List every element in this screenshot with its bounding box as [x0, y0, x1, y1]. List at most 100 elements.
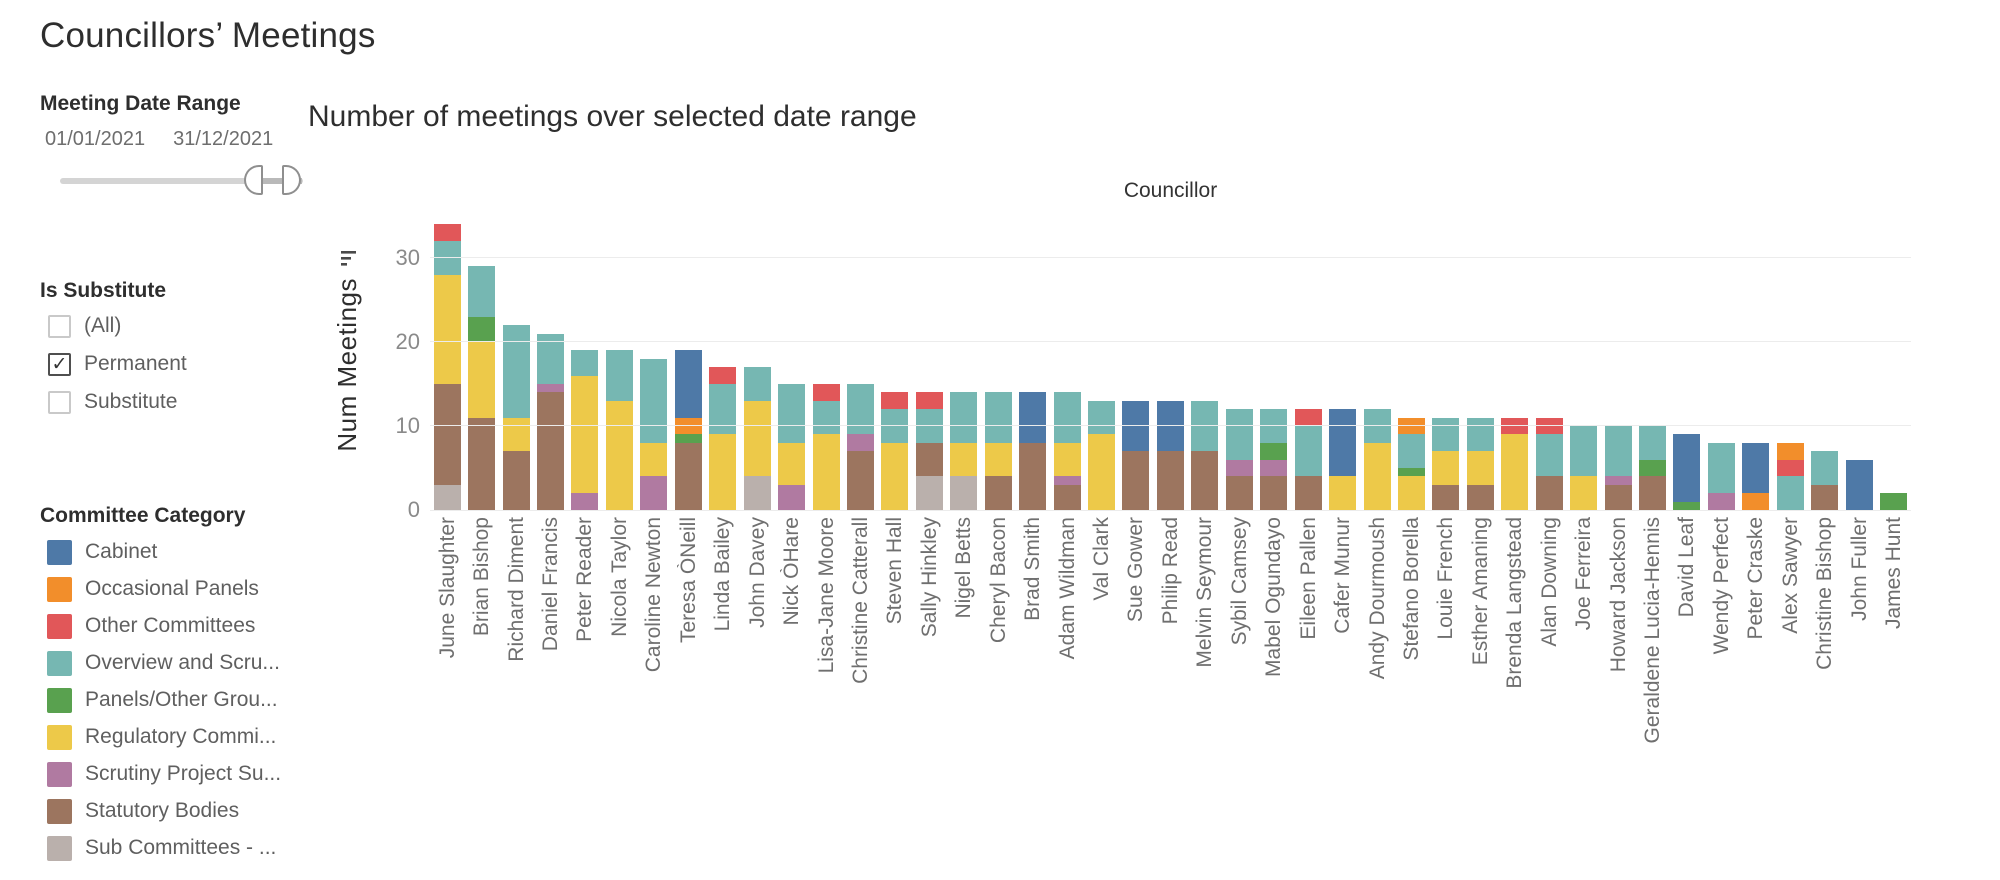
bar-segment[interactable]	[1742, 442, 1770, 494]
bar-segment[interactable]	[1397, 476, 1425, 510]
bar-segment[interactable]	[1776, 442, 1804, 460]
bar-segment[interactable]	[743, 476, 771, 510]
slider-handle-start[interactable]	[244, 165, 263, 195]
bar-melvin-seymour[interactable]	[1191, 400, 1219, 510]
bar-caroline-newton[interactable]	[640, 358, 668, 510]
bar-segment[interactable]	[640, 442, 668, 477]
legend-item[interactable]: Panels/Other Grou...	[47, 687, 278, 713]
bar-brad-smith[interactable]	[1019, 392, 1047, 510]
bar-segment[interactable]	[1811, 451, 1839, 485]
bar-segment[interactable]	[846, 384, 874, 435]
bar-sally-hinkley[interactable]	[915, 392, 943, 510]
bar-segment[interactable]	[1673, 501, 1701, 510]
bar-segment[interactable]	[1225, 476, 1253, 510]
bar-segment[interactable]	[1294, 409, 1322, 427]
bar-howard-jackson[interactable]	[1604, 426, 1632, 510]
bar-june-slaughter[interactable]	[433, 224, 461, 510]
legend-swatch[interactable]	[47, 687, 72, 713]
legend-swatch[interactable]	[47, 798, 72, 824]
bar-sybil-camsey[interactable]	[1225, 409, 1253, 510]
bar-segment[interactable]	[1397, 434, 1425, 469]
bar-segment[interactable]	[1466, 451, 1494, 485]
bar-segment[interactable]	[984, 392, 1012, 443]
bar-segment[interactable]	[915, 476, 943, 510]
bar-segment[interactable]	[1329, 476, 1357, 510]
bar-segment[interactable]	[537, 333, 565, 385]
bar-eileen-pallen[interactable]	[1294, 409, 1322, 510]
bar-segment[interactable]	[778, 484, 806, 510]
bar-segment[interactable]	[1570, 476, 1598, 510]
bar-segment[interactable]	[812, 384, 840, 401]
bar-lisa-jane-moore[interactable]	[812, 384, 840, 510]
checkbox-unchecked[interactable]	[48, 314, 71, 338]
bar-segment[interactable]	[1260, 476, 1288, 510]
substitute-option-all[interactable]: (All)	[48, 312, 121, 340]
bar-segment[interactable]	[1604, 476, 1632, 485]
substitute-option-substitute[interactable]: Substitute	[48, 388, 177, 416]
bar-segment[interactable]	[1466, 484, 1494, 510]
bar-segment[interactable]	[846, 451, 874, 510]
bar-christine-catterall[interactable]	[846, 384, 874, 510]
bar-segment[interactable]	[468, 417, 496, 510]
bar-segment[interactable]	[1260, 442, 1288, 460]
checkbox-unchecked[interactable]	[48, 390, 71, 414]
bar-segment[interactable]	[1432, 417, 1460, 452]
bar-segment[interactable]	[1019, 392, 1047, 443]
legend-swatch[interactable]	[47, 576, 72, 602]
bar-segment[interactable]	[674, 417, 702, 435]
bar-segment[interactable]	[1707, 493, 1735, 510]
bar-segment[interactable]	[950, 442, 978, 477]
bar-segment[interactable]	[881, 392, 909, 410]
bar-segment[interactable]	[1397, 468, 1425, 477]
bar-nicola-taylor[interactable]	[605, 350, 633, 510]
bar-segment[interactable]	[433, 274, 461, 385]
bar-segment[interactable]	[709, 367, 737, 385]
bar-brenda-langstead[interactable]	[1501, 417, 1529, 510]
substitute-option-permanent[interactable]: ✓ Permanent	[48, 350, 187, 378]
bar-segment[interactable]	[1191, 400, 1219, 452]
bar-segment[interactable]	[1535, 417, 1563, 435]
bar-segment[interactable]	[1260, 459, 1288, 477]
bar-segment[interactable]	[1432, 451, 1460, 485]
bar-segment[interactable]	[674, 442, 702, 510]
legend-item[interactable]: Cabinet	[47, 539, 157, 565]
bar-daniel-francis[interactable]	[537, 333, 565, 510]
bar-segment[interactable]	[1776, 459, 1804, 477]
slider-track[interactable]	[60, 178, 303, 184]
bar-teresa-neill[interactable]	[674, 350, 702, 510]
bar-segment[interactable]	[1260, 409, 1288, 443]
y-axis-title[interactable]: Num Meetings	[331, 278, 362, 452]
bar-segment[interactable]	[881, 409, 909, 443]
bar-segment[interactable]	[1639, 426, 1667, 460]
bar-segment[interactable]	[1363, 442, 1391, 510]
bar-segment[interactable]	[1294, 476, 1322, 510]
bar-segment[interactable]	[1156, 451, 1184, 510]
bar-segment[interactable]	[1191, 451, 1219, 510]
bar-segment[interactable]	[1088, 434, 1116, 510]
bar-segment[interactable]	[1225, 459, 1253, 477]
bar-segment[interactable]	[1397, 417, 1425, 435]
bar-segment[interactable]	[1019, 442, 1047, 510]
bar-segment[interactable]	[1053, 392, 1081, 443]
date-range-slider[interactable]	[58, 162, 308, 200]
bar-segment[interactable]	[743, 367, 771, 401]
bar-segment[interactable]	[1225, 409, 1253, 460]
bar-adam-wildman[interactable]	[1053, 392, 1081, 510]
bar-joe-ferreira[interactable]	[1570, 426, 1598, 510]
bar-segment[interactable]	[1776, 476, 1804, 510]
bar-segment[interactable]	[812, 434, 840, 510]
bar-mabel-ogundayo[interactable]	[1260, 409, 1288, 510]
legend-item[interactable]: Statutory Bodies	[47, 798, 239, 824]
bar-segment[interactable]	[1053, 476, 1081, 485]
bar-segment[interactable]	[1570, 426, 1598, 477]
bar-segment[interactable]	[433, 241, 461, 275]
bar-segment[interactable]	[502, 325, 530, 418]
bar-segment[interactable]	[674, 434, 702, 443]
bar-segment[interactable]	[502, 417, 530, 452]
slider-handle-end[interactable]	[282, 165, 301, 195]
bar-peter-reader[interactable]	[571, 350, 599, 510]
bar-segment[interactable]	[640, 476, 668, 510]
bar-segment[interactable]	[1053, 484, 1081, 510]
bar-richard-diment[interactable]	[502, 325, 530, 510]
bar-segment[interactable]	[743, 400, 771, 477]
